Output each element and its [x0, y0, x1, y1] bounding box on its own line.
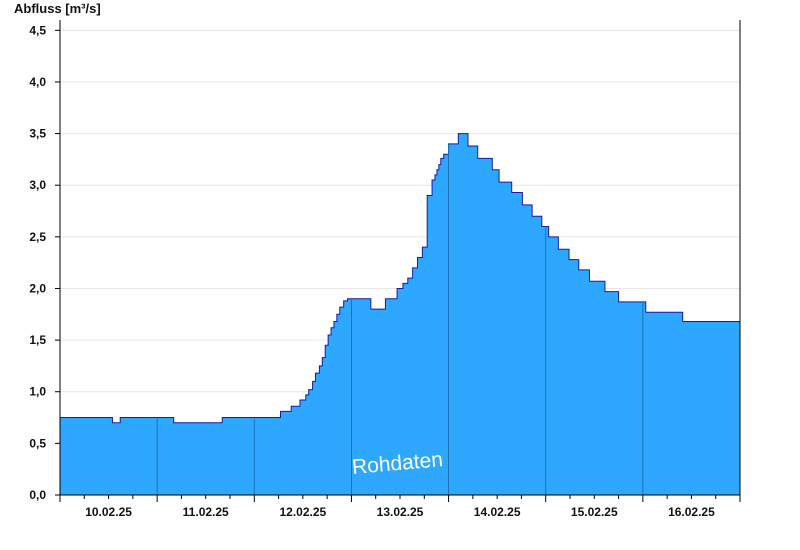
y-tick-label: 3,5: [29, 127, 46, 141]
y-tick-label: 3,0: [29, 178, 46, 192]
y-tick-label: 0,5: [29, 436, 46, 450]
area-fill: [60, 133, 740, 495]
y-tick-label: 4,0: [29, 75, 46, 89]
x-axis-ticks: 10.02.25 11.02.25 12.02.25 13.02.25 14.02.25…: [59, 495, 741, 519]
y-tick-label: 0,0: [29, 488, 46, 502]
y-tick-label: 1,0: [29, 385, 46, 399]
y-axis-title: Abfluss [m³/s]: [14, 1, 101, 16]
x-tick-label: 10.02.25: [85, 505, 132, 519]
y-tick-label: 1,5: [29, 333, 46, 347]
gridlines: [60, 29, 740, 444]
y-tick-label: 2,0: [29, 281, 46, 295]
y-tick-label: 4,5: [29, 23, 46, 37]
x-tick-label: 11.02.25: [183, 505, 229, 519]
x-tick-label: 13.02.25: [377, 505, 424, 519]
series-line: [60, 133, 740, 424]
x-tick-label: 16.02.25: [668, 505, 715, 519]
discharge-area: [60, 133, 740, 495]
y-axis-ticks: 0,0 0,5 1,0 1,5 2,0 2,5 3,0 3,5 4,0 4,5: [29, 23, 60, 502]
day-separators: [156, 143, 644, 495]
x-tick-label: 12.02.25: [279, 505, 326, 519]
x-tick-label: 15.02.25: [571, 505, 618, 519]
x-tick-label: 14.02.25: [474, 505, 521, 519]
y-tick-label: 2,5: [29, 230, 46, 244]
